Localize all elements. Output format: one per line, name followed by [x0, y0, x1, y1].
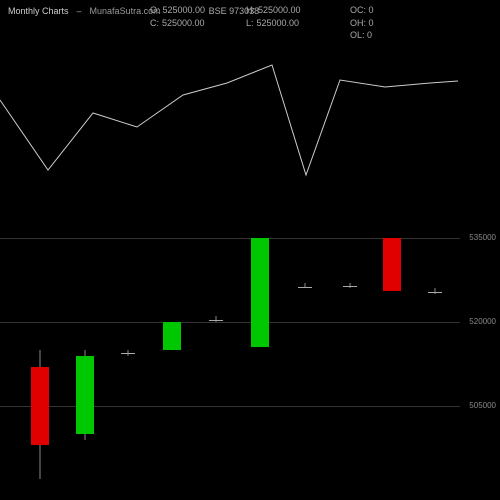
- candle-body: [76, 356, 94, 434]
- candle: [251, 238, 269, 347]
- label-O: O:: [150, 4, 160, 17]
- candle-body: [383, 238, 401, 291]
- candle-doji: [121, 353, 135, 354]
- label-H: H:: [246, 4, 255, 17]
- chart-title: Monthly Charts: [8, 6, 69, 16]
- line-chart: [0, 45, 460, 200]
- candle-body: [31, 367, 49, 445]
- candle-doji: [343, 286, 357, 287]
- y-axis: 535000 520000 505000: [462, 210, 498, 490]
- candle: [343, 283, 357, 289]
- label-OC: OC:: [350, 5, 366, 15]
- ohlc-block-right: OC: 0 OH: 0 OL: 0: [350, 4, 374, 42]
- candle: [428, 288, 442, 294]
- candle: [121, 350, 135, 356]
- candle: [383, 238, 401, 291]
- label-OL: OL:: [350, 30, 365, 40]
- value-OL: 0: [367, 30, 372, 40]
- label-OH: OH:: [350, 18, 366, 28]
- label-C: C:: [150, 17, 159, 30]
- y-axis-label: 535000: [469, 233, 496, 242]
- y-axis-label: 505000: [469, 401, 496, 410]
- candle: [31, 350, 49, 479]
- line-series: [0, 65, 458, 175]
- value-L: 525000.00: [257, 17, 300, 30]
- separator: –: [77, 6, 82, 16]
- candle-doji: [298, 287, 312, 288]
- value-O: 525000.00: [163, 4, 206, 17]
- y-axis-label: 520000: [469, 317, 496, 326]
- candle: [209, 316, 223, 322]
- candle: [298, 283, 312, 289]
- candle: [76, 350, 94, 440]
- value-OH: 0: [369, 18, 374, 28]
- value-H: 525000.00: [258, 4, 301, 17]
- value-OC: 0: [369, 5, 374, 15]
- ohlc-block-left: O:525000.00 H:525000.00 C:525000.00 L:52…: [150, 4, 336, 29]
- candle-doji: [428, 292, 442, 293]
- gridline: [0, 406, 460, 407]
- candle-body: [163, 322, 181, 350]
- gridline: [0, 322, 460, 323]
- candle: [163, 322, 181, 350]
- label-L: L:: [246, 17, 254, 30]
- candle-chart: [0, 210, 460, 490]
- value-C: 525000.00: [162, 17, 205, 30]
- candle-doji: [209, 320, 223, 321]
- candle-body: [251, 238, 269, 347]
